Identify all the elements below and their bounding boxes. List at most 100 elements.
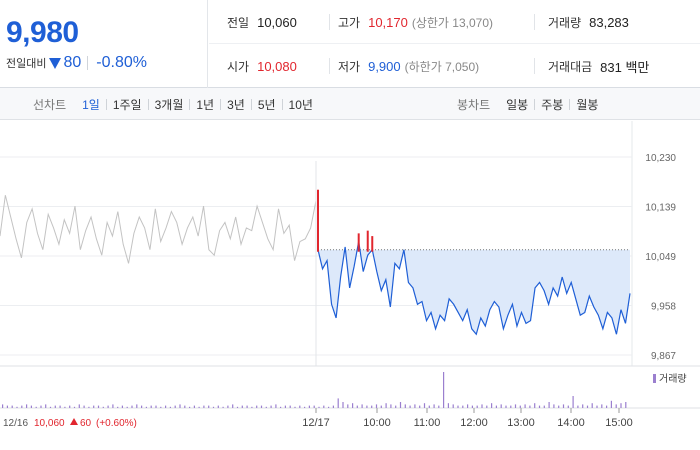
volume-bar bbox=[203, 405, 205, 408]
volume-bar bbox=[524, 404, 526, 408]
volume-bar bbox=[174, 405, 176, 408]
candle-chart-label: 봉차트 bbox=[457, 97, 491, 112]
line-tab[interactable]: 3개월 bbox=[154, 97, 184, 112]
volume-bar bbox=[59, 405, 61, 408]
volume-bar bbox=[361, 404, 363, 408]
volume-bar bbox=[165, 405, 167, 408]
divider bbox=[87, 56, 89, 70]
volume-bar bbox=[45, 404, 47, 408]
amount-value: 831 백만 bbox=[600, 59, 650, 75]
volume-bar bbox=[265, 406, 267, 408]
x-tick-label: 13:00 bbox=[507, 417, 535, 429]
lower-limit: (하한가 7,050) bbox=[404, 59, 480, 74]
volume-bar bbox=[577, 405, 579, 408]
y-tick-label: 10,049 bbox=[645, 252, 676, 263]
volume-bar bbox=[246, 405, 248, 408]
volume-bar bbox=[11, 405, 13, 408]
volume-bar bbox=[347, 404, 349, 408]
volume-bar bbox=[606, 405, 608, 408]
chart-tab-bar: 선차트 1일 1주일 3개월 1년 3년 5년 10년 봉차트 일봉 주봉 월봉 bbox=[0, 88, 700, 120]
volume-bar bbox=[356, 405, 358, 408]
line-chart-tabs: 선차트 1일 1주일 3개월 1년 3년 5년 10년 bbox=[33, 88, 319, 120]
volume-bar bbox=[419, 405, 421, 408]
volume-bar bbox=[543, 405, 545, 408]
tab-divider bbox=[189, 98, 191, 110]
volume-bar bbox=[447, 403, 449, 408]
open-cell: 시가 10,080 bbox=[227, 44, 297, 88]
volume-bar bbox=[352, 403, 354, 408]
line-tab[interactable]: 1년 bbox=[196, 97, 215, 112]
x-tick-label: 15:00 bbox=[605, 417, 633, 429]
line-tab[interactable]: 1주일 bbox=[112, 97, 142, 112]
volume-bar bbox=[323, 405, 325, 408]
line-tab[interactable]: 3년 bbox=[227, 97, 245, 112]
high-label: 고가 bbox=[338, 15, 361, 30]
volume-bar bbox=[385, 403, 387, 408]
volume-bar bbox=[610, 400, 612, 408]
volume-bar bbox=[217, 405, 219, 408]
volume-bar bbox=[558, 405, 560, 408]
volume-bar bbox=[562, 404, 565, 408]
volume-bar bbox=[145, 406, 147, 408]
volume-bar bbox=[591, 403, 593, 408]
tab-divider bbox=[569, 98, 571, 110]
stats-row: 시가 10,080 저가 9,900 (하한가 7,050) 거래대금 831 … bbox=[209, 44, 700, 88]
price-chart-svg: 10,230 10,139 10,049 9,958 9,867 거래량 12/17 10:0… bbox=[0, 121, 700, 429]
volume-bar bbox=[107, 405, 109, 408]
low-cell: 저가 9,900 (하한가 7,050) bbox=[338, 44, 479, 88]
volume-bar bbox=[586, 405, 589, 408]
open-label: 시가 bbox=[227, 59, 250, 74]
volume-bar bbox=[179, 404, 181, 408]
volume-bar bbox=[538, 405, 541, 408]
volume-bar bbox=[371, 405, 373, 408]
volume-bar bbox=[198, 406, 200, 408]
volume-bar bbox=[615, 404, 617, 408]
volume-bar bbox=[169, 406, 171, 408]
volume-bar bbox=[414, 404, 416, 408]
volume-bar bbox=[21, 405, 23, 408]
volume-bar bbox=[529, 405, 531, 408]
x-tick-label: 11:00 bbox=[414, 417, 441, 429]
volume-bar bbox=[232, 404, 234, 408]
volume-bar bbox=[519, 405, 521, 408]
volume-bar bbox=[491, 403, 493, 408]
volume-bar bbox=[54, 405, 56, 408]
line-tab[interactable]: 5년 bbox=[257, 97, 276, 112]
volume-bar bbox=[438, 405, 440, 408]
volume-bar bbox=[625, 402, 627, 408]
tab-divider bbox=[105, 98, 107, 110]
candle-tab[interactable]: 주봉 bbox=[541, 97, 564, 112]
high-value: 10,170 bbox=[368, 14, 408, 30]
volume-bar bbox=[433, 404, 435, 408]
divider bbox=[534, 58, 535, 74]
divider bbox=[534, 14, 535, 30]
volume-bar bbox=[256, 405, 258, 408]
volume-bar bbox=[93, 405, 95, 408]
volume-value: 83,283 bbox=[589, 14, 629, 30]
upper-limit: (상한가 13,070) bbox=[411, 15, 494, 30]
x-tick-label: 14:00 bbox=[557, 417, 585, 429]
line-tab[interactable]: 1일 bbox=[82, 97, 100, 112]
volume-bar bbox=[395, 405, 397, 408]
current-price: 9,980 bbox=[6, 16, 79, 49]
candle-tab[interactable]: 일봉 bbox=[506, 97, 529, 112]
stats-table: 전일 10,060 고가 10,170 (상한가 13,070) 거래량 83,… bbox=[209, 0, 700, 88]
volume-bar bbox=[471, 405, 473, 408]
candle-chart-tabs: 봉차트 일봉 주봉 월봉 bbox=[457, 88, 604, 120]
volume-bar bbox=[6, 405, 8, 408]
prev-close-cell: 전일 10,060 bbox=[227, 0, 297, 44]
volume-bar bbox=[582, 404, 584, 408]
volume-bar bbox=[260, 405, 263, 408]
volume-bar bbox=[69, 405, 71, 408]
volume-bar bbox=[236, 406, 239, 408]
volume-bar bbox=[443, 372, 445, 408]
volume-bar bbox=[280, 406, 282, 408]
volume-bar bbox=[601, 404, 603, 408]
volume-bar bbox=[476, 405, 478, 408]
change-percent: -0.80% bbox=[96, 54, 147, 71]
divider bbox=[329, 58, 330, 74]
prev-close-label: 전일 bbox=[227, 15, 250, 30]
line-tab[interactable]: 10년 bbox=[288, 97, 313, 112]
candle-tab[interactable]: 월봉 bbox=[576, 97, 599, 112]
prev-day-close: 10,060 bbox=[34, 418, 65, 429]
